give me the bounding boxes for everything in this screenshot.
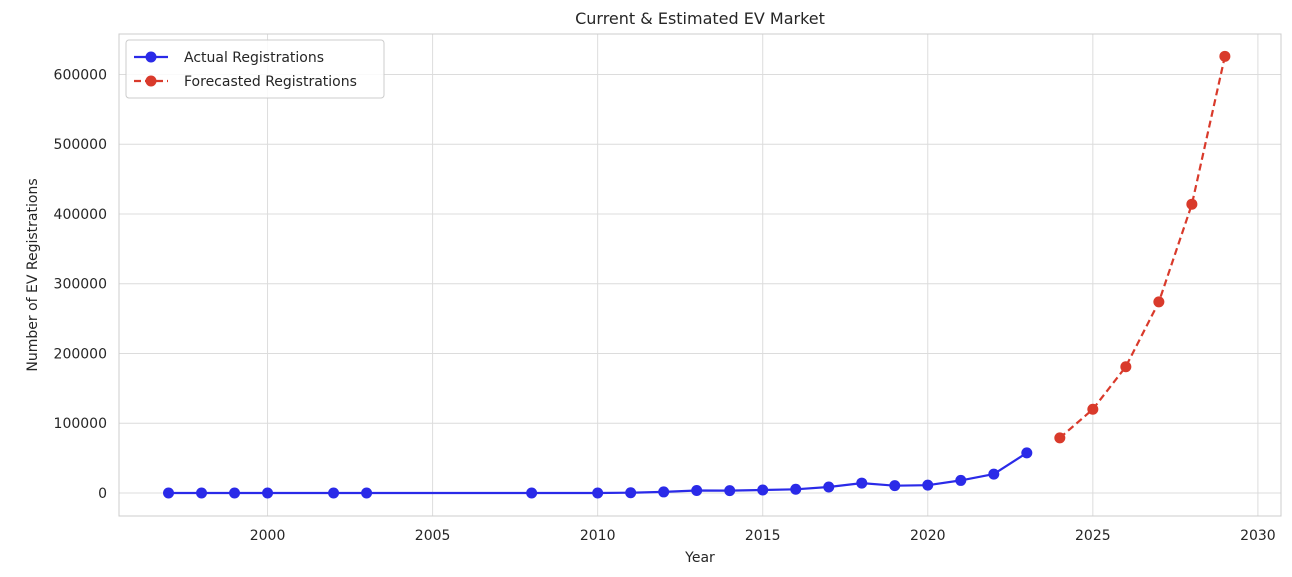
data-point bbox=[229, 487, 241, 499]
data-point bbox=[691, 485, 703, 497]
data-point bbox=[856, 477, 868, 489]
legend-marker bbox=[145, 51, 157, 63]
legend-label: Actual Registrations bbox=[184, 50, 324, 66]
y-tick-label: 600000 bbox=[54, 67, 107, 83]
y-tick-label: 100000 bbox=[54, 416, 107, 432]
y-axis-label: Number of EV Registrations bbox=[25, 178, 41, 371]
x-axis-label: Year bbox=[684, 550, 715, 566]
data-point bbox=[790, 483, 802, 495]
data-point bbox=[361, 487, 373, 499]
legend: Actual Registrations Forecasted Registrat… bbox=[125, 39, 385, 99]
x-axis: 2000 2005 2010 2015 2020 2025 2030 bbox=[250, 528, 1276, 544]
y-tick-label: 500000 bbox=[54, 137, 107, 153]
x-tick-label: 2015 bbox=[745, 528, 781, 544]
x-tick-label: 2020 bbox=[910, 528, 946, 544]
data-point bbox=[1054, 432, 1066, 444]
series-layer bbox=[163, 50, 1231, 499]
data-point bbox=[955, 474, 967, 486]
data-point bbox=[1021, 447, 1033, 459]
y-tick-label: 0 bbox=[98, 486, 107, 502]
data-point bbox=[988, 468, 1000, 480]
data-point bbox=[328, 487, 340, 499]
legend-label: Forecasted Registrations bbox=[184, 74, 357, 90]
series-line bbox=[1059, 56, 1226, 439]
y-tick-label: 200000 bbox=[54, 346, 107, 362]
data-point bbox=[163, 487, 175, 499]
chart-title: Current & Estimated EV Market bbox=[575, 9, 825, 28]
data-point bbox=[625, 487, 637, 499]
y-tick-label: 400000 bbox=[54, 207, 107, 223]
x-tick-label: 2005 bbox=[415, 528, 451, 544]
data-point bbox=[1219, 50, 1231, 62]
data-point bbox=[658, 486, 670, 498]
x-tick-label: 2030 bbox=[1240, 528, 1276, 544]
data-point bbox=[196, 487, 208, 499]
data-point bbox=[724, 485, 736, 497]
data-point bbox=[922, 479, 934, 491]
plot-frame bbox=[118, 33, 1282, 517]
data-point bbox=[823, 481, 835, 493]
data-point bbox=[592, 487, 604, 499]
data-point bbox=[262, 487, 274, 499]
data-point bbox=[1120, 361, 1132, 373]
data-point bbox=[1153, 296, 1165, 308]
legend-box bbox=[125, 39, 385, 99]
data-point bbox=[1186, 198, 1198, 210]
legend-marker bbox=[145, 75, 157, 87]
x-tick-label: 2010 bbox=[580, 528, 616, 544]
data-point bbox=[526, 487, 538, 499]
x-tick-label: 2025 bbox=[1075, 528, 1111, 544]
x-tick-label: 2000 bbox=[250, 528, 286, 544]
data-point bbox=[889, 480, 901, 492]
data-point bbox=[1087, 403, 1099, 415]
y-axis: 0 100000 200000 300000 400000 500000 600000 bbox=[54, 67, 107, 502]
data-point bbox=[757, 484, 769, 496]
y-tick-label: 300000 bbox=[54, 277, 107, 293]
